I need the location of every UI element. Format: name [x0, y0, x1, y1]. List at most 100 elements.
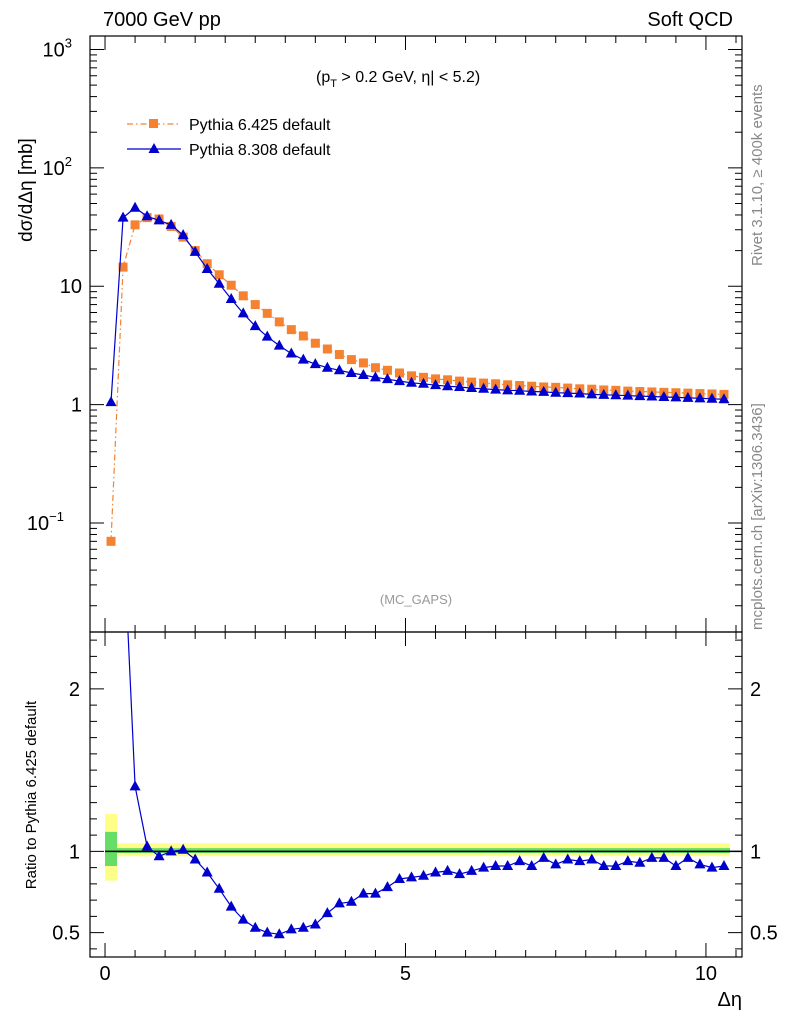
data-point-triangle: [213, 882, 225, 893]
data-point-triangle: [670, 391, 682, 402]
data-point-square: [394, 368, 404, 378]
data-point-triangle: [550, 858, 562, 869]
data-point-triangle: [321, 361, 333, 372]
data-point-square: [214, 270, 224, 280]
data-point-triangle: [646, 851, 658, 862]
main-y-tick-base: 10: [43, 158, 65, 180]
data-point-square: [250, 300, 260, 310]
data-point-triangle: [369, 371, 381, 382]
data-point-triangle: [490, 383, 502, 394]
data-point-triangle: [357, 368, 369, 379]
data-point-triangle: [189, 853, 201, 864]
data-point-square: [443, 375, 453, 385]
data-point-triangle: [297, 921, 309, 932]
data-point-triangle: [574, 387, 586, 398]
data-point-triangle: [574, 855, 586, 866]
data-point-triangle: [393, 375, 405, 386]
data-point-triangle: [586, 853, 598, 864]
data-point-triangle: [634, 856, 646, 867]
x-tick-label: 10: [695, 963, 717, 985]
data-point-triangle: [550, 386, 562, 397]
data-point-triangle: [189, 245, 201, 256]
data-point-triangle: [622, 389, 634, 400]
data-point-triangle: [261, 330, 273, 341]
data-point-triangle: [706, 861, 718, 872]
data-point-triangle: [442, 864, 454, 875]
data-point-triangle: [285, 347, 297, 358]
x-axis-label: Δη: [718, 989, 742, 1011]
data-point-triangle: [213, 277, 225, 288]
ratio-y-tick-label-right: 0.5: [750, 923, 778, 945]
legend-entry-pythia6: Pythia 6.425 default: [127, 117, 331, 134]
data-point-triangle: [285, 923, 297, 934]
legend-label-pythia8: Pythia 8.308 default: [189, 142, 331, 159]
data-point-triangle: [718, 393, 730, 404]
data-point-triangle: [225, 293, 237, 304]
data-point-triangle: [454, 868, 466, 879]
data-point-triangle: [321, 907, 333, 918]
data-point-triangle: [478, 382, 490, 393]
data-point-triangle: [309, 358, 321, 369]
data-point-square: [262, 308, 272, 318]
data-point-triangle: [526, 860, 538, 870]
data-point-triangle: [430, 866, 442, 877]
main-y-tick-exp: 3: [65, 35, 72, 50]
data-point-triangle: [514, 384, 526, 395]
main-y-tick-exp: 2: [65, 154, 72, 169]
data-point-triangle: [297, 353, 309, 364]
data-point-square: [419, 372, 429, 382]
data-point-triangle: [141, 210, 153, 221]
ratio-series: [127, 632, 730, 939]
data-point-triangle: [634, 390, 646, 401]
data-point-triangle: [694, 392, 706, 403]
ratio-y-tick-label: 0.5: [52, 923, 80, 945]
main-y-tick-base: 10: [60, 276, 82, 298]
band-inner: [117, 848, 730, 853]
annotation-subscript: T: [330, 78, 337, 90]
main-y-tick-base: 10: [27, 513, 49, 535]
data-point-triangle: [345, 366, 357, 377]
main-frame: [89, 35, 743, 633]
header-right: Soft QCD: [647, 9, 733, 31]
ratio-y-tick-label: 1: [69, 841, 80, 863]
main-y-tick-label: 1: [71, 395, 82, 417]
data-point-square: [370, 363, 380, 373]
data-point-triangle: [201, 262, 213, 273]
data-point-triangle: [225, 900, 237, 911]
main-y-tick-label: 102: [43, 154, 72, 180]
data-point-triangle: [538, 385, 550, 396]
data-point-square: [118, 262, 128, 272]
ratio-y-tick-label-right: 1: [750, 841, 761, 863]
legend: Pythia 6.425 default Pythia 8.308 defaul…: [127, 117, 331, 159]
data-point-triangle: [598, 388, 610, 399]
main-y-tick-label: 10−1: [27, 509, 64, 535]
data-point-triangle: [682, 391, 694, 402]
data-point-triangle: [646, 390, 658, 401]
data-point-triangle: [430, 379, 442, 390]
main-y-tick-base: 1: [71, 395, 82, 417]
data-point-triangle: [261, 926, 273, 937]
data-point-triangle: [237, 913, 249, 924]
ratio-ylabel: Ratio to Pythia 6.425 default: [23, 700, 40, 889]
data-point-triangle: [694, 858, 706, 869]
data-point-triangle: [502, 384, 514, 395]
data-point-triangle: [345, 895, 357, 906]
data-point-triangle: [201, 866, 213, 877]
data-point-triangle: [129, 780, 141, 791]
data-point-triangle: [141, 840, 153, 851]
data-point-triangle: [381, 373, 393, 384]
band-inner: [105, 831, 118, 866]
data-point-triangle: [165, 845, 177, 856]
data-point-triangle: [105, 396, 117, 407]
data-point-triangle: [454, 380, 466, 391]
data-point-square: [238, 291, 248, 301]
data-point-triangle: [333, 897, 345, 908]
data-point-square: [298, 331, 308, 341]
data-point-square: [431, 374, 441, 384]
data-point-square: [382, 365, 392, 375]
main-series: [105, 201, 730, 546]
data-point-triangle: [706, 392, 718, 403]
mcplots-label: mcplots.cern.ch [arXiv:1306.3436]: [749, 403, 766, 630]
data-point-square: [226, 280, 236, 290]
